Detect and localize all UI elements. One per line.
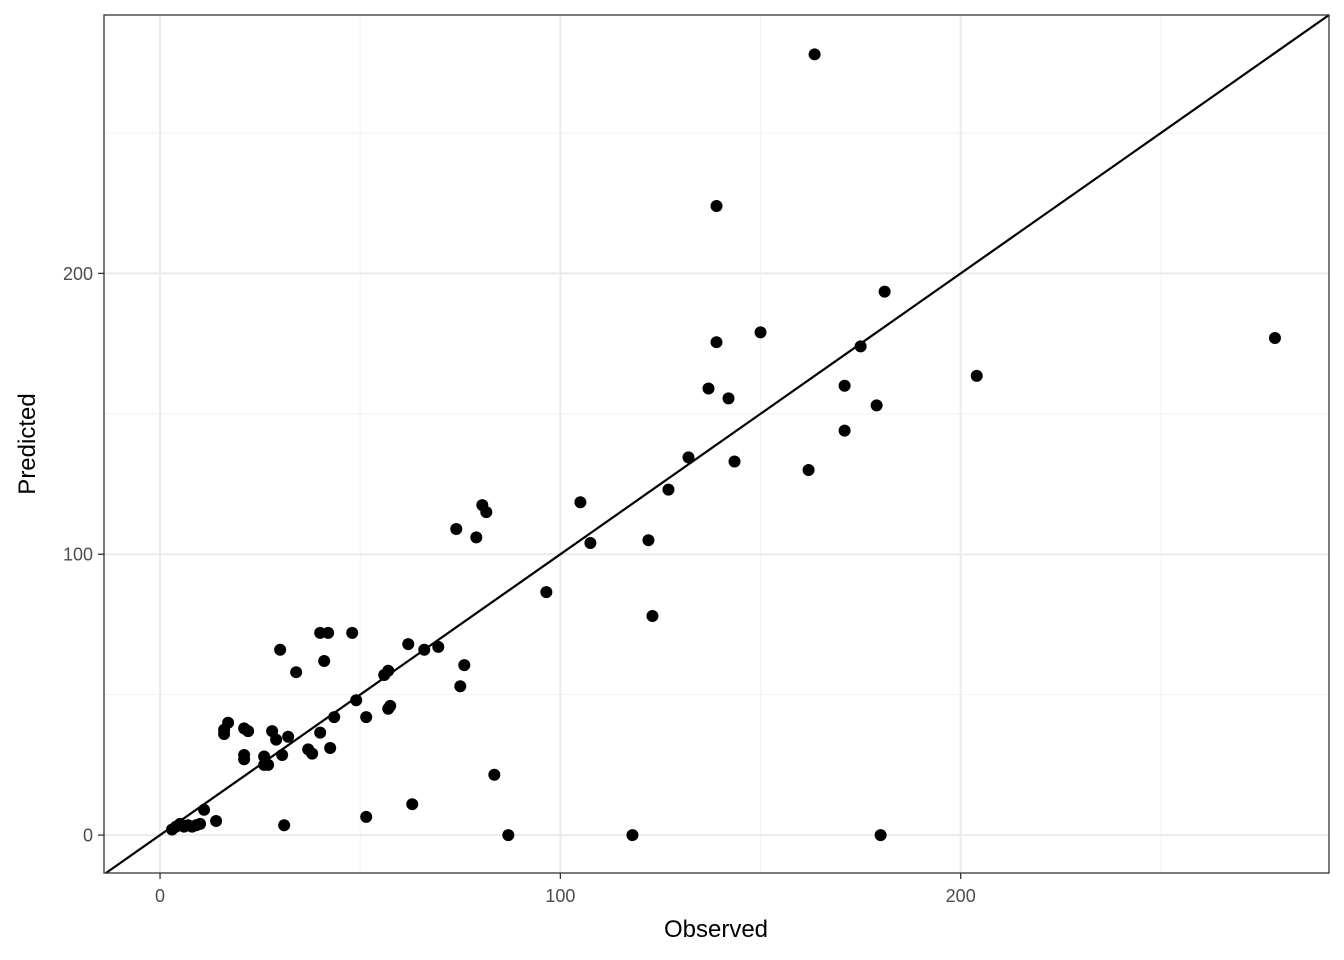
y-axis-title: Predicted [14, 393, 41, 494]
data-point [276, 749, 289, 762]
data-point [540, 586, 553, 599]
data-point [402, 638, 415, 651]
data-point [262, 758, 275, 771]
data-point [682, 451, 695, 464]
data-point [360, 711, 373, 724]
x-axis-ticks: 0 100 200 [155, 873, 976, 906]
data-point [802, 463, 815, 476]
data-point [854, 340, 867, 353]
identity-line-layer [105, 14, 1330, 874]
data-point [808, 48, 821, 61]
data-point [754, 326, 767, 339]
data-points [166, 48, 1281, 842]
data-point [488, 768, 501, 781]
data-point [646, 610, 659, 623]
identity-line [105, 14, 1330, 874]
data-point [314, 726, 327, 739]
data-point [324, 742, 337, 755]
data-point [662, 483, 675, 496]
major-gridlines [104, 15, 1329, 873]
data-point [502, 829, 515, 842]
data-point [702, 382, 715, 395]
data-point [318, 654, 331, 667]
data-point [838, 379, 851, 392]
x-tick-label: 100 [545, 886, 575, 906]
y-tick-label: 100 [63, 545, 93, 565]
data-point [274, 643, 287, 656]
data-point [382, 664, 395, 677]
data-point [480, 506, 493, 519]
data-point [454, 680, 467, 693]
data-point [322, 626, 335, 639]
data-point [642, 534, 655, 547]
data-point [710, 199, 723, 212]
data-point [346, 626, 359, 639]
data-point [970, 369, 983, 382]
data-point [728, 455, 741, 468]
data-point [722, 392, 735, 405]
data-point [710, 336, 723, 349]
data-point [418, 643, 431, 656]
data-point [626, 829, 639, 842]
data-point [874, 829, 887, 842]
data-point [290, 666, 303, 679]
data-point [306, 747, 319, 760]
data-point [350, 694, 363, 707]
data-point [384, 699, 397, 712]
data-point [1268, 331, 1281, 344]
data-point [838, 424, 851, 437]
data-point [574, 496, 587, 509]
data-point [194, 817, 207, 830]
y-tick-label: 0 [83, 826, 93, 846]
data-point [242, 725, 255, 738]
y-axis-ticks: 0 100 200 [63, 264, 104, 846]
data-point [278, 819, 291, 832]
data-point [878, 285, 891, 298]
data-point [870, 399, 883, 412]
data-point [450, 522, 463, 535]
data-point [238, 749, 251, 762]
data-point [432, 640, 445, 653]
x-tick-label: 0 [155, 886, 165, 906]
data-point [282, 730, 295, 743]
panel-border [103, 14, 1330, 874]
y-tick-label: 200 [63, 264, 93, 284]
data-point [210, 815, 223, 828]
data-point [222, 716, 235, 729]
data-point [584, 537, 597, 549]
x-tick-label: 200 [946, 886, 976, 906]
data-point [458, 659, 471, 672]
data-point [406, 798, 419, 811]
data-point [328, 711, 341, 724]
data-point [270, 733, 283, 746]
data-point [198, 803, 211, 816]
x-axis-title: Observed [664, 916, 768, 943]
data-point [470, 531, 483, 544]
minor-gridlines [104, 15, 1329, 873]
data-point [360, 810, 373, 823]
